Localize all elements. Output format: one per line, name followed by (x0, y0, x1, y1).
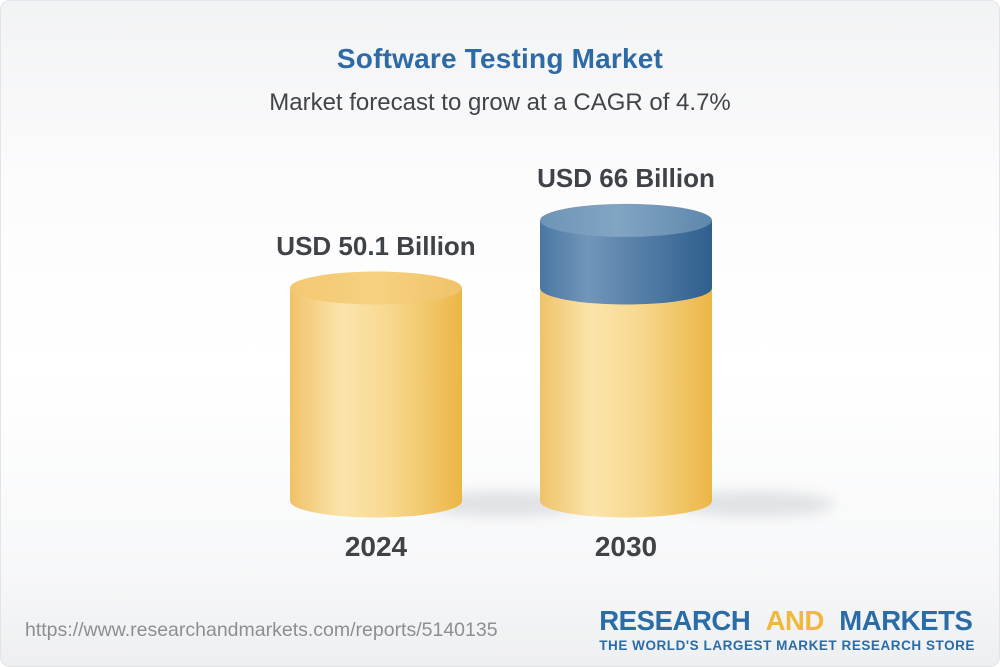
category-label-2024: 2024 (344, 531, 408, 562)
value-label-2024: USD 50.1 Billion (276, 231, 476, 261)
logo-wordmark: RESEARCH AND MARKETS (599, 604, 975, 636)
cylinder-body-2024 (290, 288, 462, 518)
chart-subtitle: Market forecast to grow at a CAGR of 4.7… (269, 89, 731, 116)
growth-cap-top-2030 (540, 203, 712, 237)
report-url: https://www.researchandmarkets.com/repor… (25, 618, 498, 641)
logo-word-and: AND (765, 604, 825, 636)
logo-tagline: THE WORLD'S LARGEST MARKET RESEARCH STOR… (599, 637, 975, 653)
value-label-2030: USD 66 Billion (537, 163, 715, 193)
category-label-2030: 2030 (594, 531, 658, 562)
growth-cap-body-2030 (540, 220, 712, 305)
footer: https://www.researchandmarkets.com/repor… (1, 594, 999, 666)
research-and-markets-logo: RESEARCH AND MARKETS THE WORLD'S LARGEST… (599, 604, 975, 653)
bar-shadow-2030 (674, 491, 834, 517)
chart-title: Software Testing Market (336, 43, 664, 74)
logo-word-research: RESEARCH (599, 604, 751, 636)
logo-word-markets: MARKETS (839, 604, 973, 636)
cylinder-top-2024 (290, 271, 462, 305)
